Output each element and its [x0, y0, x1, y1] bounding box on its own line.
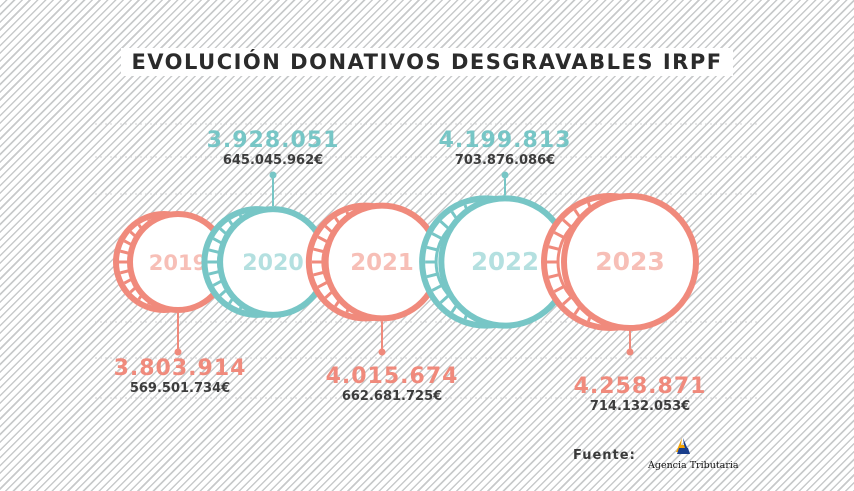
category-label-2023: 2023	[595, 247, 665, 276]
count-label-2021: 4.015.674	[325, 364, 459, 389]
source-label: Fuente:	[573, 448, 636, 463]
value-label-2019: 3.803.914 569.501.734€	[114, 357, 247, 397]
amount-label-2023: 714.132.053€	[589, 399, 691, 414]
pin-dot-2022	[501, 171, 509, 179]
category-label-2020: 2020	[242, 250, 303, 276]
value-label-2023: 4.258.871 714.132.053€	[574, 375, 707, 415]
count-label-2020: 3.928.051	[206, 128, 340, 153]
chart-title: EVOLUCIÓN DONATIVOS DESGRAVABLES IRPF	[0, 48, 854, 76]
pin-dot-2019	[174, 348, 182, 356]
amount-label-2022: 703.876.086€	[454, 153, 556, 168]
agencia-tributaria-logo: Agencia Tributaria	[648, 436, 739, 476]
coin-2021: 2021	[305, 202, 442, 322]
pin-dot-2023	[626, 348, 634, 356]
coin-2022: 2022	[419, 195, 572, 329]
amount-label-2021: 662.681.725€	[341, 389, 443, 404]
value-label-2022: 4.199.813 703.876.086€	[439, 129, 572, 169]
category-label-2022: 2022	[471, 247, 539, 276]
amount-label-2019: 569.501.734€	[129, 381, 231, 396]
value-label-2021: 4.015.674 662.681.725€	[326, 365, 459, 405]
value-label-2020: 3.928.051 645.045.962€	[207, 129, 340, 169]
coin-2023: 2023	[541, 193, 699, 331]
count-label-2019: 3.803.914	[113, 356, 247, 381]
count-label-2022: 4.199.813	[438, 128, 572, 153]
count-label-2023: 4.258.871	[573, 374, 707, 399]
amount-label-2020: 645.045.962€	[222, 153, 324, 168]
category-label-2021: 2021	[350, 250, 414, 276]
pin-dot-2020	[269, 171, 277, 179]
category-label-2019: 2019	[149, 251, 207, 275]
agency-name: Agencia Tributaria	[648, 460, 739, 471]
agency-emblem-icon	[676, 438, 690, 454]
pin-dot-2021	[378, 348, 386, 356]
